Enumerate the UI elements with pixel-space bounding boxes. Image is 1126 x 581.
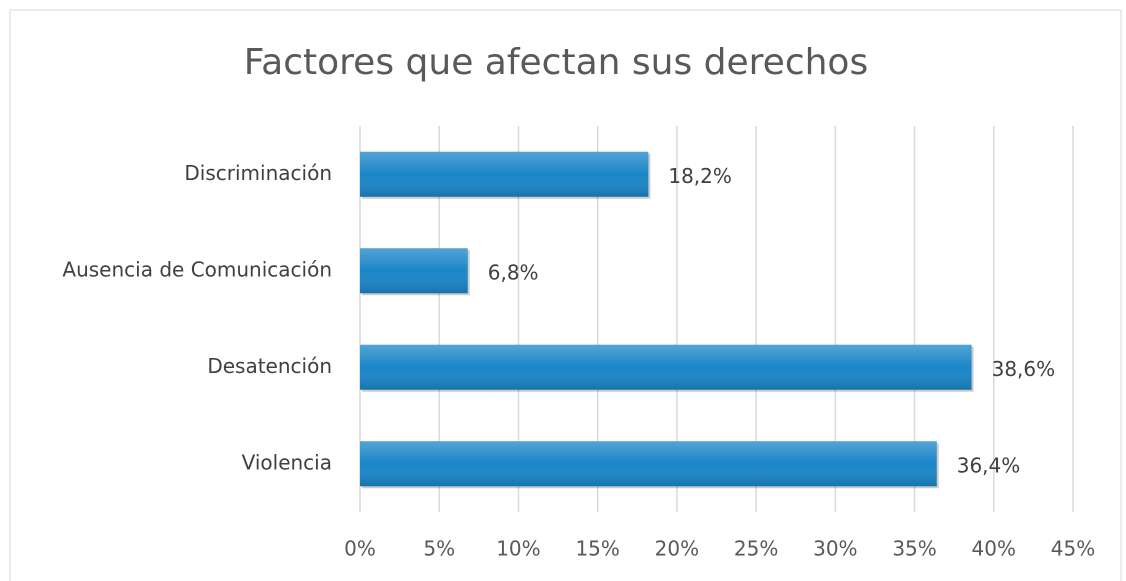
x-tick-label: 0%	[344, 537, 376, 561]
x-tick-label: 35%	[892, 537, 936, 561]
x-tick-label: 40%	[972, 537, 1016, 561]
x-tick-label: 45%	[1051, 537, 1095, 561]
chart-frame	[9, 9, 1122, 581]
value-label: 6,8%	[488, 260, 539, 284]
y-tick-label: Ausencia de Comunicación	[62, 257, 332, 281]
x-tick-label: 15%	[575, 537, 619, 561]
value-label: 18,2%	[668, 164, 732, 188]
bar-shine	[360, 248, 468, 294]
x-tick-label: 20%	[655, 537, 699, 561]
value-label: 36,4%	[957, 453, 1021, 477]
bar-shine	[360, 344, 972, 390]
y-tick-label: Desatención	[207, 354, 332, 378]
x-tick-label: 5%	[423, 537, 455, 561]
value-label: 38,6%	[992, 357, 1056, 381]
x-tick-label: 25%	[734, 537, 778, 561]
chart-title: Factores que afectan sus derechos	[244, 42, 868, 83]
x-tick-label: 10%	[496, 537, 540, 561]
bar-shine	[360, 441, 937, 487]
y-tick-label: Violencia	[242, 450, 332, 474]
y-tick-label: Discriminación	[184, 161, 332, 185]
bar-shine	[360, 151, 649, 197]
x-tick-label: 30%	[813, 537, 857, 561]
